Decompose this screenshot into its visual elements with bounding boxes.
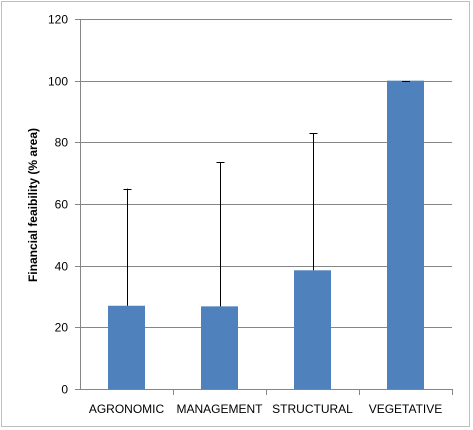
y-tick-labels: 0 20 40 60 80 100 120 — [48, 13, 68, 397]
x-tick-label: AGRONOMIC — [89, 402, 165, 416]
y-tick-label: 60 — [55, 198, 69, 212]
y-tick-label: 80 — [55, 136, 69, 150]
x-tick-label: VEGETATIVE — [369, 402, 443, 416]
bar — [387, 80, 424, 390]
error-bars — [123, 81, 410, 307]
x-tick-label: STRUCTURAL — [272, 402, 353, 416]
axes — [75, 19, 453, 395]
y-tick-label: 0 — [61, 383, 68, 397]
y-tick-label: 100 — [48, 75, 68, 89]
y-tick-label: 20 — [55, 321, 69, 335]
bar — [201, 306, 238, 389]
y-axis-label: Financial feaibility (% area) — [26, 128, 40, 282]
x-tick-label: MANAGEMENT — [176, 402, 263, 416]
bar — [108, 305, 145, 389]
x-tick-labels: AGRONOMIC MANAGEMENT STRUCTURAL VEGETATIVE — [89, 402, 442, 416]
bars — [108, 80, 424, 390]
y-tick-label: 40 — [55, 260, 69, 274]
bar — [294, 270, 331, 389]
y-tick-label: 120 — [48, 13, 68, 27]
